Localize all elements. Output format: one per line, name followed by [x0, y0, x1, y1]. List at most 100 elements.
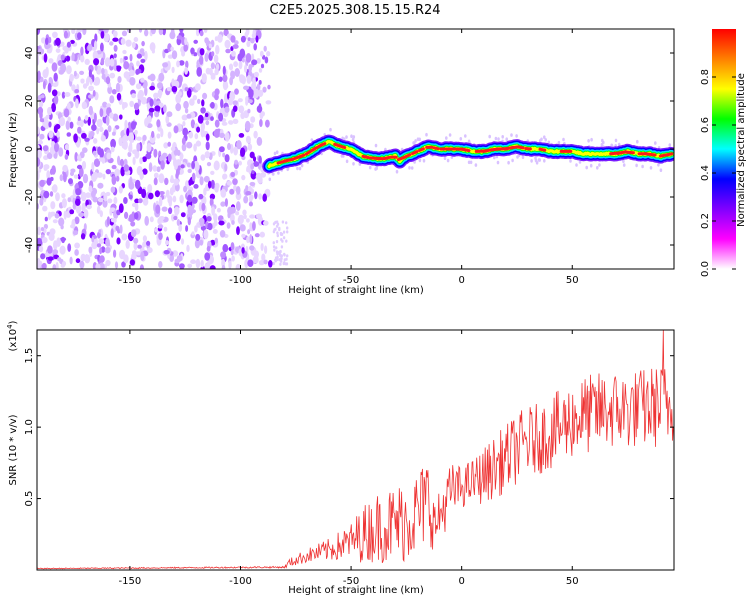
- noise-speck: [100, 42, 104, 52]
- noise-speck: [75, 203, 82, 214]
- noise-speck: [280, 245, 284, 249]
- noise-speck: [196, 126, 201, 133]
- noise-speck: [115, 225, 120, 231]
- noise-speck: [282, 262, 285, 266]
- noise-speck: [46, 170, 51, 180]
- ridge-halo-speck: [659, 168, 663, 172]
- ridge-halo-speck: [268, 177, 272, 182]
- noise-speck: [148, 107, 155, 113]
- noise-speck: [60, 224, 64, 230]
- noise-speck: [71, 52, 75, 62]
- noise-speck: [39, 133, 45, 140]
- noise-speck: [183, 44, 188, 52]
- noise-speck: [94, 64, 98, 71]
- noise-speck: [100, 30, 105, 39]
- noise-speck: [97, 146, 102, 155]
- noise-speck: [114, 125, 120, 130]
- noise-speck: [147, 184, 153, 193]
- noise-speck: [258, 80, 262, 85]
- noise-speck: [187, 168, 192, 174]
- noise-speck: [125, 39, 132, 47]
- noise-speck: [114, 168, 120, 178]
- noise-speck: [139, 157, 143, 165]
- noise-speck: [132, 156, 136, 166]
- noise-speck: [74, 89, 80, 94]
- ridge-core: [524, 147, 532, 151]
- noise-speck: [52, 264, 57, 269]
- ridge-halo-speck: [494, 136, 498, 141]
- colorbar-tick-label: 0.0: [700, 261, 711, 277]
- ridge-halo-speck: [610, 143, 613, 148]
- noise-speck: [121, 233, 128, 241]
- noise-speck: [158, 216, 165, 221]
- noise-speck: [99, 247, 103, 255]
- noise-speck: [113, 249, 117, 258]
- ridge-halo-speck: [569, 159, 572, 163]
- noise-speck: [213, 213, 218, 222]
- noise-speck: [204, 37, 209, 44]
- noise-speck: [267, 84, 271, 90]
- noise-speck: [120, 158, 124, 167]
- ridge-halo-speck: [649, 166, 653, 170]
- noise-speck: [181, 51, 186, 57]
- noise-speck: [184, 37, 188, 46]
- x-tick-label: -150: [119, 275, 142, 286]
- noise-speck: [230, 171, 236, 178]
- noise-speck: [197, 98, 201, 104]
- noise-speck: [200, 259, 204, 268]
- noise-speck: [210, 116, 214, 121]
- ridge-halo-speck: [543, 135, 546, 139]
- noise-speck: [48, 77, 53, 83]
- noise-speck: [214, 93, 219, 101]
- noise-speck: [260, 243, 264, 251]
- noise-speck: [240, 35, 246, 43]
- noise-speck: [43, 53, 48, 63]
- noise-speck: [129, 53, 133, 62]
- noise-speck: [232, 44, 239, 49]
- noise-speck: [37, 226, 41, 236]
- noise-speck: [237, 53, 244, 62]
- noise-speck: [38, 48, 45, 55]
- noise-speck: [234, 68, 240, 77]
- noise-speck: [106, 216, 110, 227]
- noise-speck: [58, 69, 65, 75]
- noise-speck: [280, 232, 283, 236]
- noise-speck: [64, 92, 71, 97]
- noise-speck: [144, 86, 148, 96]
- noise-speck: [49, 211, 56, 217]
- noise-speck: [250, 37, 255, 44]
- ridge-halo-speck: [300, 163, 304, 168]
- noise-speck: [211, 51, 215, 57]
- colorbar-tick-label: 0.2: [700, 213, 711, 229]
- noise-speck: [194, 239, 200, 249]
- noise-speck: [179, 29, 184, 33]
- noise-speck: [113, 44, 118, 52]
- noise-speck: [228, 63, 234, 71]
- noise-speck: [38, 245, 44, 253]
- noise-speck: [279, 249, 282, 254]
- ridge-core: [538, 147, 547, 152]
- noise-speck: [272, 261, 275, 266]
- ridge-core: [297, 153, 306, 159]
- noise-speck: [276, 234, 279, 238]
- noise-speck: [190, 259, 197, 265]
- noise-speck: [77, 32, 82, 40]
- noise-speck: [210, 170, 215, 175]
- noise-speck: [220, 251, 227, 259]
- noise-speck: [40, 227, 45, 232]
- noise-speck: [249, 245, 255, 251]
- noise-speck: [214, 119, 220, 128]
- noise-speck: [171, 78, 175, 87]
- noise-speck: [82, 173, 89, 184]
- noise-speck: [286, 230, 289, 234]
- noise-speck: [199, 55, 204, 65]
- noise-speck: [226, 180, 232, 186]
- noise-speck: [184, 108, 189, 114]
- noise-speck: [240, 112, 245, 120]
- noise-speck: [58, 147, 64, 157]
- ridge-halo-speck: [467, 160, 471, 165]
- noise-speck: [224, 163, 228, 172]
- noise-speck: [37, 70, 41, 81]
- noise-speck: [272, 245, 276, 249]
- noise-speck: [191, 231, 195, 236]
